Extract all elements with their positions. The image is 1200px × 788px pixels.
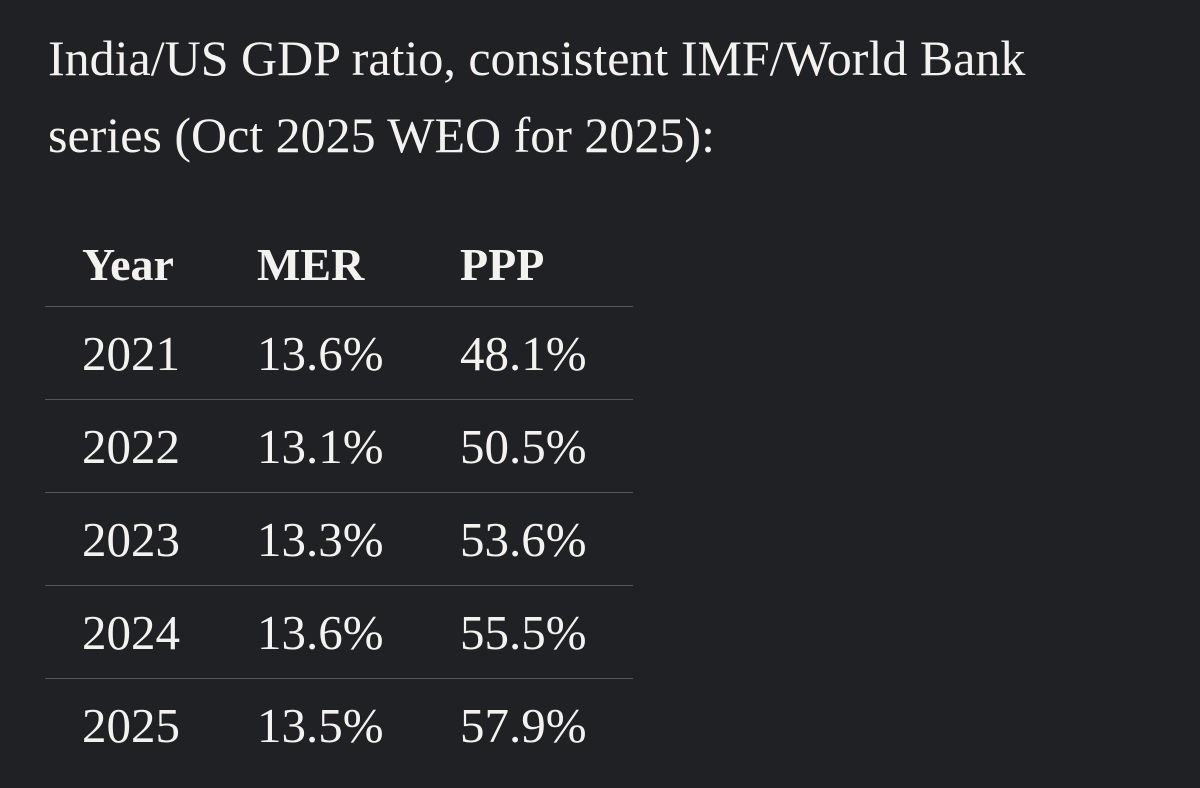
table-row-2023: 2023 13.3% 53.6%: [45, 493, 633, 586]
column-header-year: Year: [82, 238, 174, 290]
year-cell: 2023: [82, 511, 180, 567]
table-row-2021: 2021 13.6% 48.1%: [45, 307, 633, 400]
mer-cell: 13.1%: [257, 418, 384, 474]
page-title-line-2: series (Oct 2025 WEO for 2025):: [48, 107, 715, 163]
table-row-2025: 2025 13.5% 57.9%: [45, 679, 633, 772]
gdp-ratio-table: Year MER PPP 2021 13.6% 48.1% 2022 13.1%…: [45, 222, 633, 772]
column-header-mer: MER: [257, 238, 365, 290]
table-row-2022: 2022 13.1% 50.5%: [45, 400, 633, 493]
year-cell: 2024: [82, 604, 180, 660]
ppp-cell: 50.5%: [460, 418, 587, 474]
ppp-cell: 55.5%: [460, 604, 587, 660]
page-title: India/US GDP ratio, consistent IMF/World…: [48, 20, 1025, 174]
ppp-cell: 48.1%: [460, 325, 587, 381]
ppp-cell: 53.6%: [460, 511, 587, 567]
page-title-line-1: India/US GDP ratio, consistent IMF/World…: [48, 30, 1026, 86]
mer-cell: 13.3%: [257, 511, 384, 567]
mer-cell: 13.6%: [257, 604, 384, 660]
year-cell: 2025: [82, 698, 180, 753]
table-row-2024: 2024 13.6% 55.5%: [45, 586, 633, 679]
year-cell: 2021: [82, 325, 180, 381]
column-header-ppp: PPP: [460, 238, 545, 290]
mer-cell: 13.6%: [257, 325, 384, 381]
year-cell: 2022: [82, 418, 180, 474]
table-header-row: Year MER PPP: [45, 222, 633, 307]
ppp-cell: 57.9%: [460, 698, 587, 753]
mer-cell: 13.5%: [257, 698, 384, 753]
